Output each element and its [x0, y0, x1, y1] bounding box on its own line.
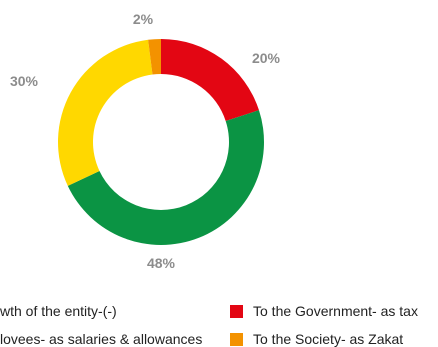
- data-label-zakat: 2%: [133, 11, 154, 27]
- legend-swatch-zakat: [230, 332, 243, 346]
- donut-slice-government: [161, 39, 259, 121]
- legend-item-employees: lovees- as salaries & allowances: [0, 331, 202, 347]
- donut-slice-employees: [67, 110, 265, 246]
- legend-label-employees: lovees- as salaries & allowances: [0, 331, 203, 347]
- donut-slice-zakat: [148, 39, 161, 75]
- legend-swatch-government: [230, 304, 243, 318]
- legend-item-growth: wth of the entity-(-): [0, 303, 117, 319]
- data-label-employees: 48%: [147, 255, 176, 271]
- data-label-growth: 30%: [10, 73, 39, 89]
- legend-label-growth: wth of the entity-(-): [0, 303, 117, 319]
- legend-label-zakat: To the Society- as Zakat: [253, 331, 404, 347]
- donut-slice-growth: [57, 39, 153, 186]
- legend-item-government: To the Government- as tax: [230, 303, 418, 319]
- data-label-government: 20%: [252, 50, 281, 66]
- legend-item-zakat: To the Society- as Zakat: [230, 331, 403, 347]
- legend-label-government: To the Government- as tax: [253, 303, 418, 319]
- inner-ring: [96, 77, 226, 207]
